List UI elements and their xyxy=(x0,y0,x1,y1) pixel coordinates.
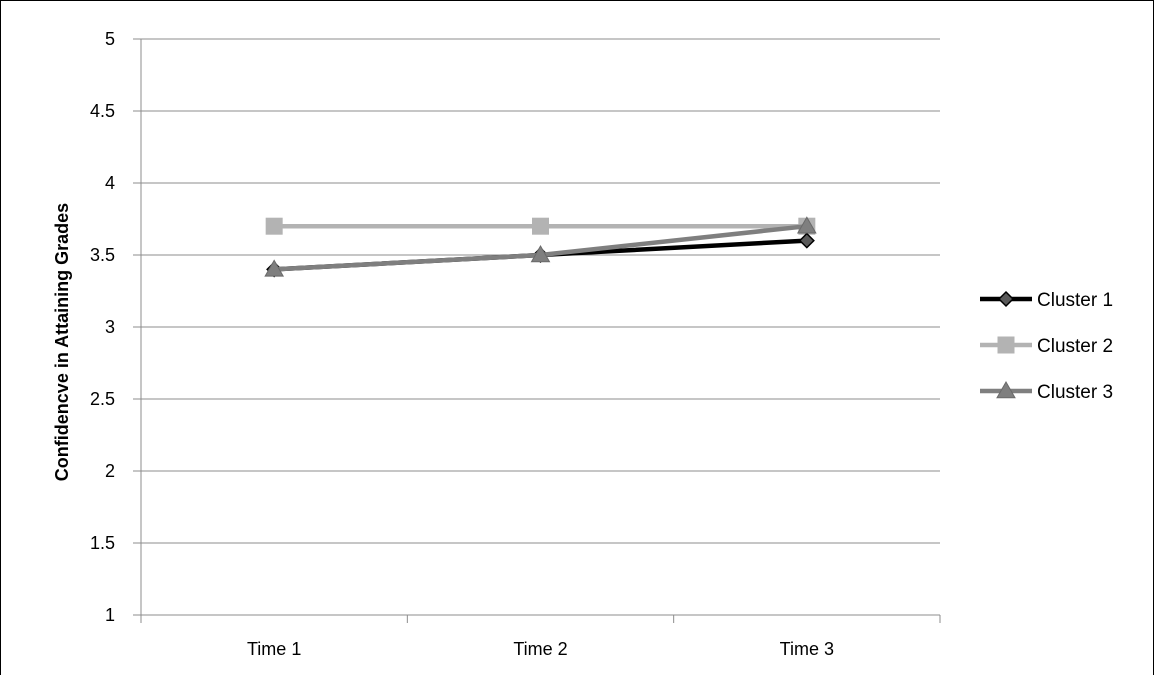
axes: 1 1.5 2 2.5 3 3.5 4 4.5 5 Time 1 Time 2 Time 3 xyxy=(90,29,941,659)
legend-label: Cluster 2 xyxy=(1037,336,1113,357)
legend: Cluster 1 Cluster 2 Cluster 3 xyxy=(980,290,1113,403)
legend-diamond-marker xyxy=(997,290,1015,308)
gridlines xyxy=(141,38,940,544)
x-tick-label: Time 1 xyxy=(247,639,301,659)
y-tick-label: 4.5 xyxy=(90,101,115,121)
triangle-marker xyxy=(796,216,817,234)
series-cluster-3 xyxy=(264,216,817,277)
legend-item: Cluster 1 xyxy=(980,290,1113,311)
y-tick-label: 1.5 xyxy=(90,533,115,553)
series-cluster-2 xyxy=(265,217,816,235)
legend-item: Cluster 2 xyxy=(980,336,1113,357)
triangle-marker xyxy=(264,259,285,277)
legend-square-marker xyxy=(997,336,1015,354)
y-axis-label: Confidencve in Attaining Grades xyxy=(52,203,72,481)
diamond-marker xyxy=(798,232,815,249)
y-tick-label: 4 xyxy=(105,173,115,193)
square-marker xyxy=(532,217,549,235)
legend-triangle-marker xyxy=(996,380,1016,399)
y-tick-label: 3.5 xyxy=(90,245,115,265)
y-tick-label: 1 xyxy=(105,605,115,625)
series-layer xyxy=(264,216,817,278)
legend-label: Cluster 1 xyxy=(1037,290,1113,311)
y-tick-label: 2.5 xyxy=(90,389,115,409)
legend-item: Cluster 3 xyxy=(980,380,1113,403)
legend-label: Cluster 3 xyxy=(1037,382,1113,403)
triangle-marker xyxy=(530,244,551,263)
square-marker xyxy=(265,217,283,235)
y-tick-label: 5 xyxy=(105,29,115,49)
y-tick-label: 3 xyxy=(105,317,115,337)
x-tick-label: Time 3 xyxy=(780,639,834,659)
y-tick-label: 2 xyxy=(105,461,115,481)
x-tick-label: Time 2 xyxy=(513,639,567,659)
